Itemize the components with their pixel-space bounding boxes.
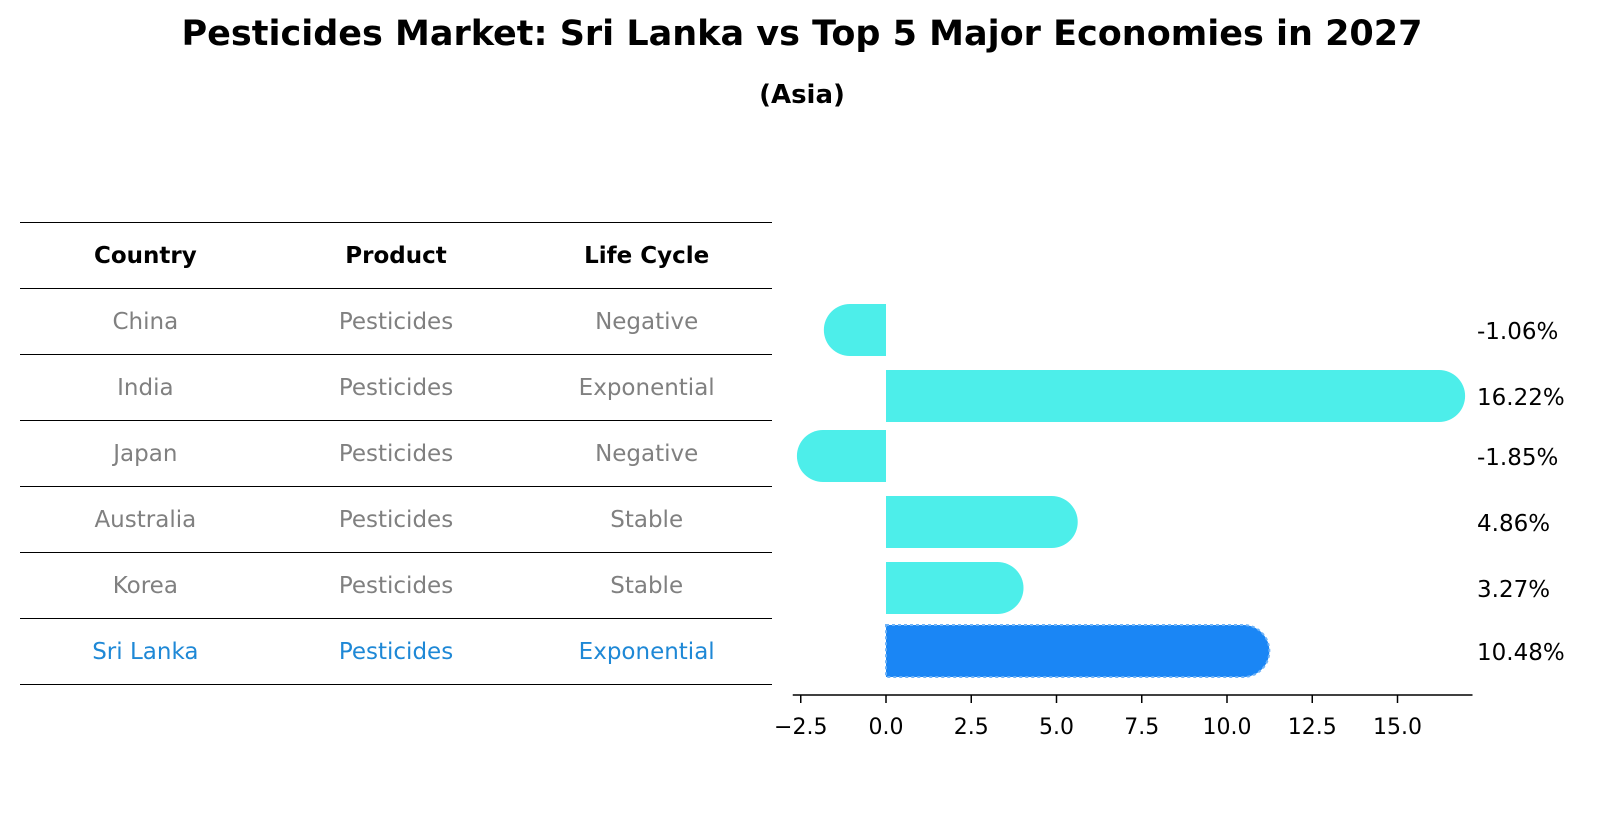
- cell-product: Pesticides: [338, 308, 454, 335]
- x-tick-label: 0.0: [869, 715, 904, 740]
- x-tick-label: 2.5: [954, 715, 989, 740]
- bar-korea: [886, 562, 1024, 614]
- table-row: Japan Pesticides Negative: [20, 420, 772, 486]
- value-label: 10.48%: [1477, 640, 1565, 666]
- bar-sri-lanka: [885, 624, 1271, 678]
- header-life-cycle: Life Cycle: [584, 242, 710, 269]
- cell-life-cycle: Negative: [595, 308, 699, 335]
- chart-subtitle: (Asia): [759, 80, 845, 110]
- cell-life-cycle: Stable: [610, 506, 684, 533]
- cell-country: India: [117, 374, 174, 401]
- table-row: China Pesticides Negative: [20, 288, 772, 354]
- table-row: Korea Pesticides Stable: [20, 552, 772, 618]
- x-tick-label: −2.5: [774, 715, 827, 740]
- cell-country: Korea: [112, 572, 178, 599]
- cell-product: Pesticides: [338, 572, 454, 599]
- x-tick-label: 5.0: [1039, 715, 1074, 740]
- x-tick-label: 12.5: [1288, 715, 1337, 740]
- cell-country: Japan: [113, 440, 178, 467]
- country-table: Country Product Life Cycle China Pestici…: [20, 222, 772, 685]
- cell-life-cycle: Exponential: [578, 374, 715, 401]
- cell-life-cycle: Negative: [595, 440, 699, 467]
- header-product: Product: [345, 242, 447, 269]
- bar-china: [823, 304, 886, 356]
- x-tick-label: 15.0: [1373, 715, 1422, 740]
- x-tick-label: 10.0: [1203, 715, 1252, 740]
- value-label: 3.27%: [1477, 577, 1550, 603]
- chart-title: Pesticides Market: Sri Lanka vs Top 5 Ma…: [181, 14, 1423, 54]
- value-label: 16.22%: [1477, 385, 1565, 411]
- cell-life-cycle: Exponential: [578, 638, 715, 665]
- x-tick-label: 7.5: [1124, 715, 1159, 740]
- bar-japan: [796, 430, 886, 482]
- bar-india: [886, 370, 1466, 422]
- value-label: 4.86%: [1477, 511, 1550, 537]
- value-label: -1.06%: [1477, 319, 1558, 345]
- table-row-highlight: Sri Lanka Pesticides Exponential: [20, 618, 772, 685]
- cell-life-cycle: Stable: [610, 572, 684, 599]
- cell-product: Pesticides: [338, 506, 454, 533]
- cell-country: China: [112, 308, 179, 335]
- table-header-row: Country Product Life Cycle: [20, 222, 772, 288]
- value-label: -1.85%: [1477, 445, 1558, 471]
- cell-product: Pesticides: [338, 440, 454, 467]
- cell-country: Sri Lanka: [92, 638, 199, 665]
- cell-product: Pesticides: [338, 638, 454, 665]
- table-row: Australia Pesticides Stable: [20, 486, 772, 552]
- header-country: Country: [93, 242, 197, 269]
- bar-australia: [886, 496, 1078, 548]
- table-row: India Pesticides Exponential: [20, 354, 772, 420]
- cell-country: Australia: [94, 506, 197, 533]
- cell-product: Pesticides: [338, 374, 454, 401]
